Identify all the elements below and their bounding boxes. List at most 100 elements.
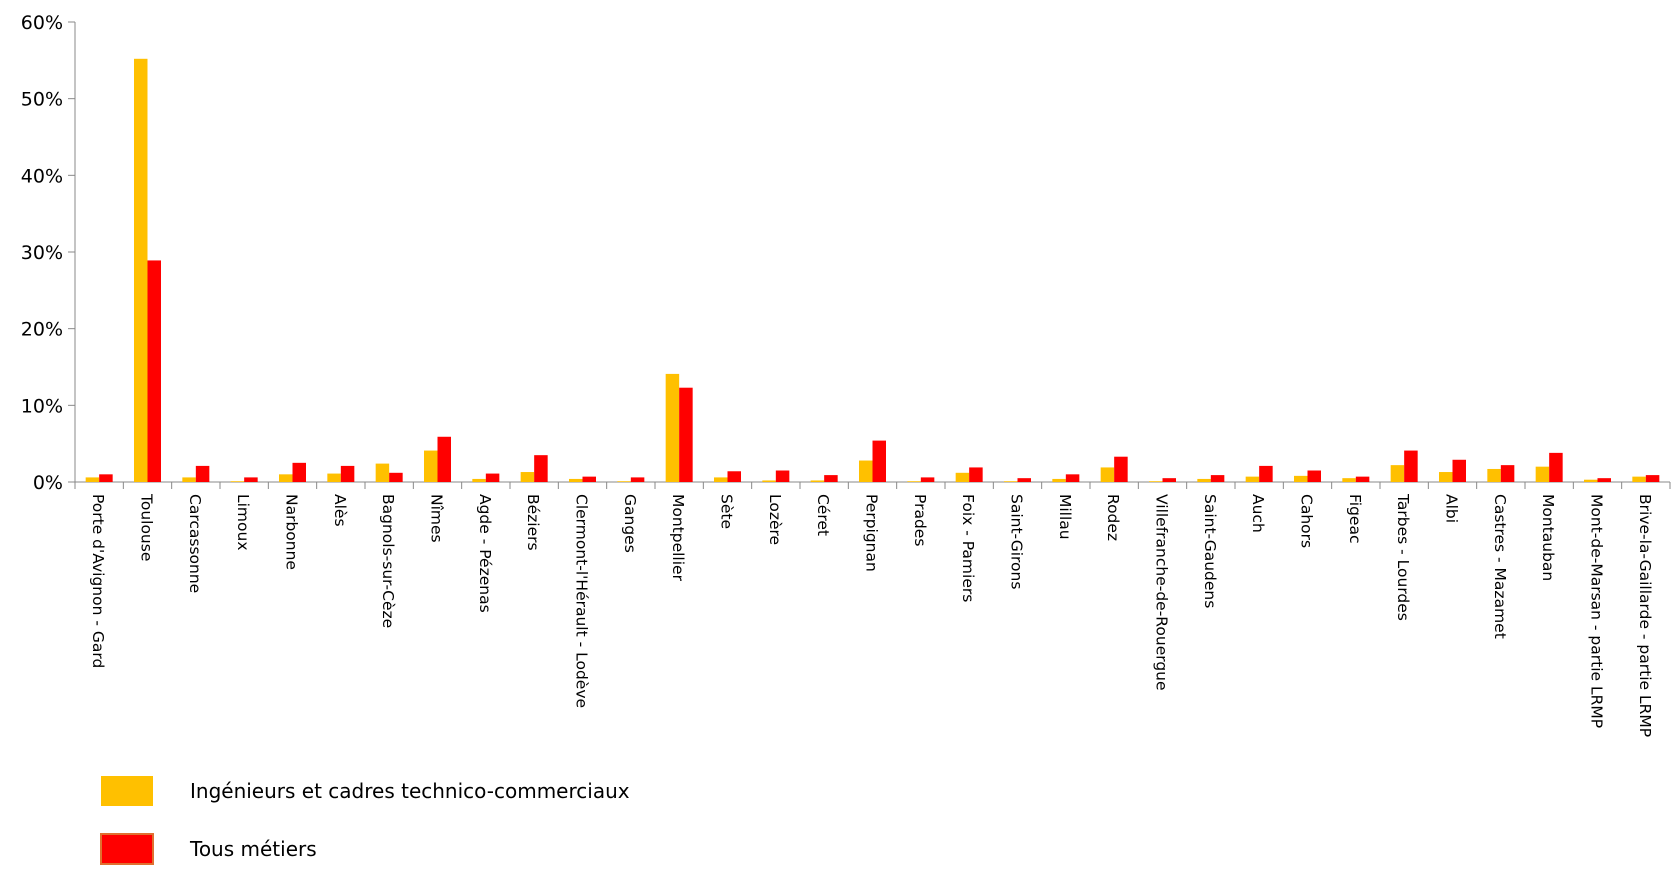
x-category-label: Béziers xyxy=(524,494,542,551)
bar-tous-metiers xyxy=(727,471,741,482)
bar-tous-metiers xyxy=(872,440,886,482)
bar-ingenieurs xyxy=(1584,479,1598,482)
x-category-label: Albi xyxy=(1443,494,1461,523)
bar-ingenieurs xyxy=(327,473,341,482)
x-category-label: Brive-la-Gaillarde - partie LRMP xyxy=(1636,494,1654,737)
bar-ingenieurs xyxy=(182,477,196,482)
bar-tous-metiers xyxy=(292,462,306,482)
bar-tous-metiers xyxy=(920,477,935,482)
x-category-label: Clermont-l'Hérault - Lodève xyxy=(573,494,591,708)
bar-ingenieurs xyxy=(1632,476,1646,482)
bar-tous-metiers xyxy=(1307,470,1321,482)
x-category-label: Villefranche-de-Rouergue xyxy=(1153,494,1171,691)
bar-tous-metiers xyxy=(1645,475,1660,482)
legend-tous-metiers-swatch xyxy=(100,833,154,865)
bar-tous-metiers xyxy=(340,465,355,482)
bar-ingenieurs xyxy=(1197,478,1211,482)
x-category-label: Sète xyxy=(718,494,736,529)
bar-ingenieurs xyxy=(1342,478,1356,482)
legend-tous-metiers-label: Tous métiers xyxy=(189,837,317,861)
bar-tous-metiers xyxy=(437,436,451,482)
legend-ingenieurs-swatch xyxy=(101,776,153,806)
x-category-label: Porte d'Avignon - Gard xyxy=(89,494,107,668)
x-category-label: Limoux xyxy=(234,494,252,551)
bar-tous-metiers xyxy=(1210,475,1225,482)
x-category-label: Narbonne xyxy=(283,494,301,570)
x-category-label: Mont-de-Marsan - partie LRMP xyxy=(1588,494,1606,728)
bar-ingenieurs xyxy=(1245,476,1260,482)
x-category-label: Rodez xyxy=(1104,494,1122,541)
bar-tous-metiers xyxy=(824,475,838,482)
x-category-label: Millau xyxy=(1056,494,1074,540)
bar-ingenieurs xyxy=(1294,475,1308,482)
bar-ingenieurs xyxy=(907,481,921,482)
bar-ingenieurs xyxy=(1052,478,1066,482)
bar-ingenieurs xyxy=(762,480,776,482)
bar-ingenieurs xyxy=(1100,467,1115,482)
bar-tous-metiers xyxy=(485,473,500,482)
x-category-label: Saint-Gaudens xyxy=(1201,494,1219,608)
bar-tous-metiers xyxy=(1355,476,1370,482)
bar-tous-metiers xyxy=(1162,478,1176,482)
x-category-label: Agde - Pézenas xyxy=(476,494,494,613)
x-category-label: Lozère xyxy=(766,494,784,545)
bar-ingenieurs xyxy=(714,477,728,482)
x-category-label: Carcassonne xyxy=(186,494,204,593)
bar-tous-metiers xyxy=(1500,465,1515,482)
bar-tous-metiers xyxy=(1114,456,1128,482)
bar-tous-metiers xyxy=(1259,465,1273,482)
bar-tous-metiers xyxy=(630,477,645,482)
y-tick-label: 60% xyxy=(21,12,63,34)
y-tick-label: 30% xyxy=(21,242,63,264)
legend-ingenieurs-label: Ingénieurs et cadres technico-commerciau… xyxy=(190,779,630,803)
bar-tous-metiers xyxy=(1597,478,1611,482)
x-category-label: Tarbes - Lourdes xyxy=(1394,493,1412,621)
bar-ingenieurs xyxy=(1439,472,1453,482)
bar-ingenieurs xyxy=(279,474,293,482)
bar-tous-metiers xyxy=(1065,474,1080,482)
x-category-label: Toulouse xyxy=(138,493,156,561)
x-category-label: Saint-Girons xyxy=(1008,494,1026,589)
bar-ingenieurs xyxy=(1390,465,1405,482)
bar-tous-metiers xyxy=(147,260,161,482)
bar-tous-metiers xyxy=(99,474,113,482)
x-category-label: Montpellier xyxy=(669,494,687,582)
bar-ingenieurs xyxy=(472,478,486,482)
bar-ingenieurs xyxy=(665,373,680,482)
x-category-label: Céret xyxy=(814,494,832,536)
x-category-label: Ganges xyxy=(621,494,639,553)
x-category-label: Perpignan xyxy=(863,494,881,572)
bar-tous-metiers xyxy=(969,467,983,482)
bar-ingenieurs xyxy=(617,481,631,482)
bar-tous-metiers xyxy=(1452,459,1466,482)
x-category-label: Auch xyxy=(1249,494,1267,533)
x-category-label: Alès xyxy=(331,494,349,527)
bar-ingenieurs xyxy=(810,480,825,482)
bar-tous-metiers xyxy=(775,470,790,482)
bar-ingenieurs xyxy=(375,463,390,482)
bar-ingenieurs xyxy=(955,472,970,482)
bar-tous-metiers xyxy=(582,476,596,482)
x-category-label: Prades xyxy=(911,494,929,546)
bar-ingenieurs xyxy=(1149,481,1163,482)
x-category-label: Montauban xyxy=(1539,494,1557,581)
x-category-label: Bagnols-sur-Cèze xyxy=(379,494,397,628)
bar-ingenieurs xyxy=(1487,468,1501,482)
y-tick-label: 10% xyxy=(21,395,63,417)
bar-ingenieurs xyxy=(134,58,148,483)
x-category-label: Figeac xyxy=(1346,494,1364,544)
x-category-label: Cahors xyxy=(1298,494,1316,548)
x-category-label: Castres - Mazamet xyxy=(1491,494,1509,639)
bar-tous-metiers xyxy=(1017,478,1031,482)
bar-tous-metiers xyxy=(1549,452,1563,482)
bar-ingenieurs xyxy=(85,477,100,482)
bar-tous-metiers xyxy=(679,387,693,482)
y-tick-label: 0% xyxy=(33,472,63,494)
bar-ingenieurs xyxy=(859,460,873,482)
bar-ingenieurs xyxy=(230,481,245,482)
x-category-label: Nîmes xyxy=(428,494,446,543)
y-tick-label: 50% xyxy=(21,89,63,111)
y-tick-label: 20% xyxy=(21,319,63,341)
